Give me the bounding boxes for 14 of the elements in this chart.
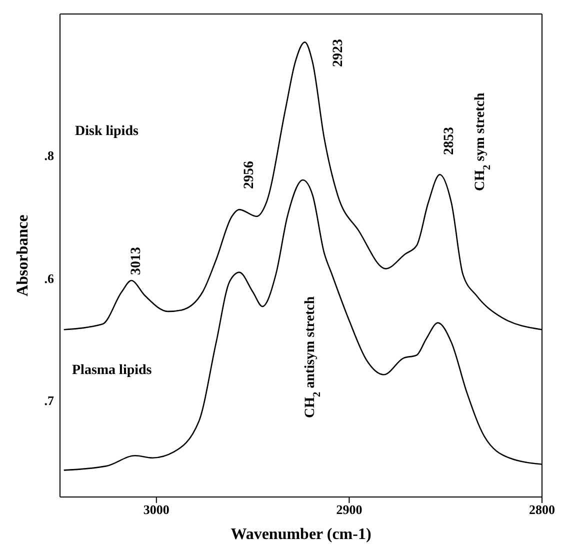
x-tick-label: 2900 xyxy=(336,502,362,518)
text: .7 xyxy=(44,393,54,408)
text: .8 xyxy=(44,148,54,163)
annotation: Disk lipids xyxy=(75,124,139,139)
x-tick-label: 3000 xyxy=(143,502,170,518)
y-axis-title: Absorbance xyxy=(14,214,32,296)
annotation: 3013 xyxy=(129,247,144,275)
annotation: 2923 xyxy=(331,39,346,67)
annotation: Plasma lipids xyxy=(72,363,152,378)
text: .6 xyxy=(44,271,54,286)
annotation: 2956 xyxy=(242,161,257,189)
annotation: 2853 xyxy=(442,127,457,155)
x-tick-label: 2800 xyxy=(529,502,555,518)
x-axis-title: Wavenumber (cm-1) xyxy=(230,526,372,543)
